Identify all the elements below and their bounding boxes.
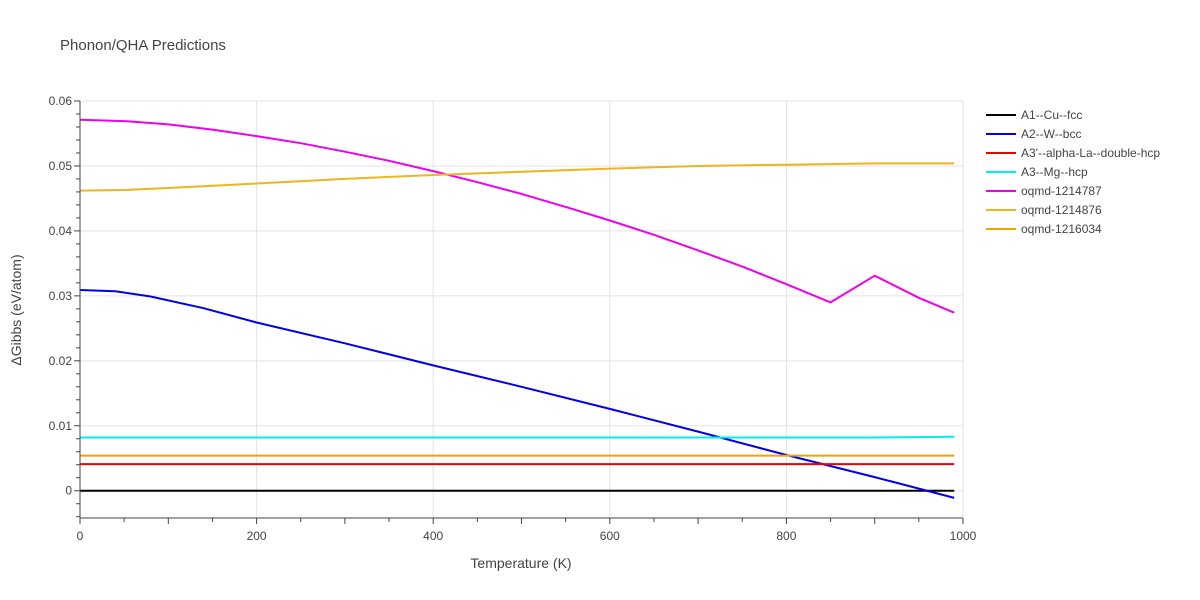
legend: A1--Cu--fcc A2--W--bcc A3'--alpha-La--doub… (986, 108, 1160, 236)
legend-entry[interactable]: A2--W--bcc (1021, 127, 1081, 141)
y-tick-label: 0.04 (49, 224, 73, 238)
x-tick-label: 200 (247, 529, 267, 543)
x-tick-label: 600 (600, 529, 620, 543)
legend-entry[interactable]: oqmd-1216034 (1021, 222, 1102, 236)
series-line-A3--Mg--hcp (80, 435, 955, 439)
chart-title: Phonon/QHA Predictions (60, 37, 226, 54)
x-tick-label: 1000 (950, 529, 977, 543)
y-tick-label: 0 (65, 484, 72, 498)
axes: 0 200 400 600 800 1000 0 0.01 0.02 0.03 0.04 0.05 0.… (49, 94, 977, 543)
x-axis-label: Temperature (K) (470, 555, 571, 571)
y-tick-label: 0.03 (49, 289, 73, 303)
series-layer (79, 118, 955, 499)
y-tick-label: 0.05 (49, 159, 73, 173)
series-line-A2--W--bcc (79, 289, 955, 499)
y-axis-label: ΔGibbs (eV/atom) (8, 254, 24, 365)
legend-entry[interactable]: A1--Cu--fcc (1021, 108, 1082, 122)
x-tick-label: 0 (77, 529, 84, 543)
series-line-oqmd-1214787 (79, 118, 955, 314)
y-tick-label: 0.06 (49, 94, 73, 108)
y-tick-label: 0.02 (49, 354, 73, 368)
y-tick-label: 0.01 (49, 419, 73, 433)
legend-entry[interactable]: A3--Mg--hcp (1021, 165, 1088, 179)
x-tick-label: 400 (423, 529, 443, 543)
series-line-oqmd-1214876 (79, 162, 955, 192)
legend-entry[interactable]: oqmd-1214876 (1021, 203, 1102, 217)
legend-entry[interactable]: A3'--alpha-La--double-hcp (1021, 146, 1160, 160)
legend-entry[interactable]: oqmd-1214787 (1021, 184, 1102, 198)
x-tick-label: 800 (776, 529, 796, 543)
